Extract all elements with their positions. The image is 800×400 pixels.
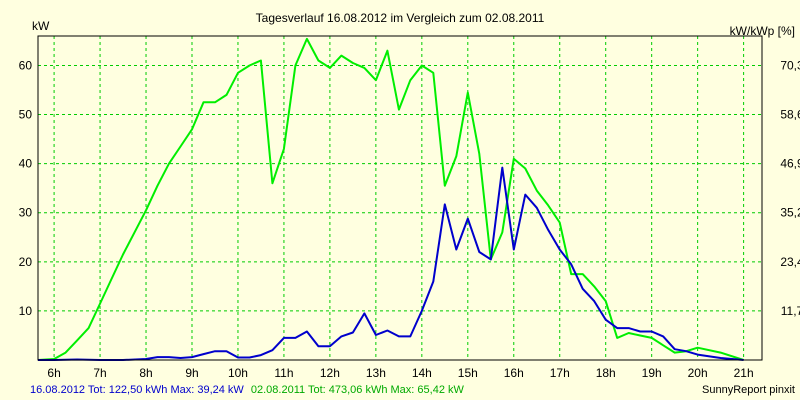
y-tick-label-left: 10 [19, 304, 33, 318]
x-tick-label: 7h [93, 366, 106, 380]
y-axis-right-label: kW/kWp [%] [730, 24, 795, 38]
plot-frame [37, 35, 763, 361]
x-tick-label: 20h [688, 366, 708, 380]
ticks-layer: 6h 7h 8h 9h 10h 11h 12h 13h 14h 15h 16h 17h 18h 19h 20… [19, 58, 800, 380]
y-tick-label-left: 20 [19, 255, 33, 269]
y-tick-label-left: 60 [19, 58, 33, 72]
series-line [38, 166, 744, 361]
y-tick-label-left: 50 [19, 108, 33, 122]
x-tick-label: 18h [596, 366, 616, 380]
x-tick-label: 21h [734, 366, 754, 380]
y-tick-label-right: 46,9 [780, 157, 800, 171]
y-tick-label-right: 70,3 [780, 58, 800, 72]
footer-green-stats: 02.08.2011 Tot: 473,06 kWh Max: 65,42 kW [251, 384, 465, 396]
x-tick-label: 16h [504, 366, 524, 380]
grid [38, 36, 762, 360]
y-axis-left-label: kW [32, 19, 50, 33]
x-tick-label: 17h [550, 366, 570, 380]
y-tick-label-right: 58,6 [780, 108, 800, 122]
x-tick-label: 19h [642, 366, 662, 380]
x-tick-label: 12h [320, 366, 340, 380]
x-tick-label: 11h [274, 366, 293, 380]
y-tick-label-right: 23,4 [780, 255, 800, 269]
y-tick-label-right: 35,2 [780, 206, 800, 220]
footer-blue-stats: 16.08.2012 Tot: 122,50 kWh Max: 39,24 kW [30, 384, 244, 396]
x-tick-label: 10h [228, 366, 248, 380]
y-tick-label-left: 40 [19, 157, 33, 171]
series-line [37, 37, 744, 361]
x-tick-label: 6h [47, 366, 60, 380]
y-tick-label-right: 11,7 [781, 304, 800, 318]
x-tick-label: 8h [139, 366, 152, 380]
footer-stats: 16.08.2012 Tot: 122,50 kWh Max: 39,24 kW… [30, 384, 464, 396]
x-tick-label: 14h [412, 366, 432, 380]
footer-credit: SunnyReport pinxit [702, 384, 795, 396]
chart-title: Tagesverlauf 16.08.2012 im Vergleich zum… [256, 11, 545, 25]
x-tick-label: 13h [366, 366, 386, 380]
y-tick-label-left: 30 [19, 206, 33, 220]
x-tick-label: 9h [185, 366, 198, 380]
x-tick-label: 15h [458, 366, 478, 380]
series-layer [37, 37, 744, 361]
